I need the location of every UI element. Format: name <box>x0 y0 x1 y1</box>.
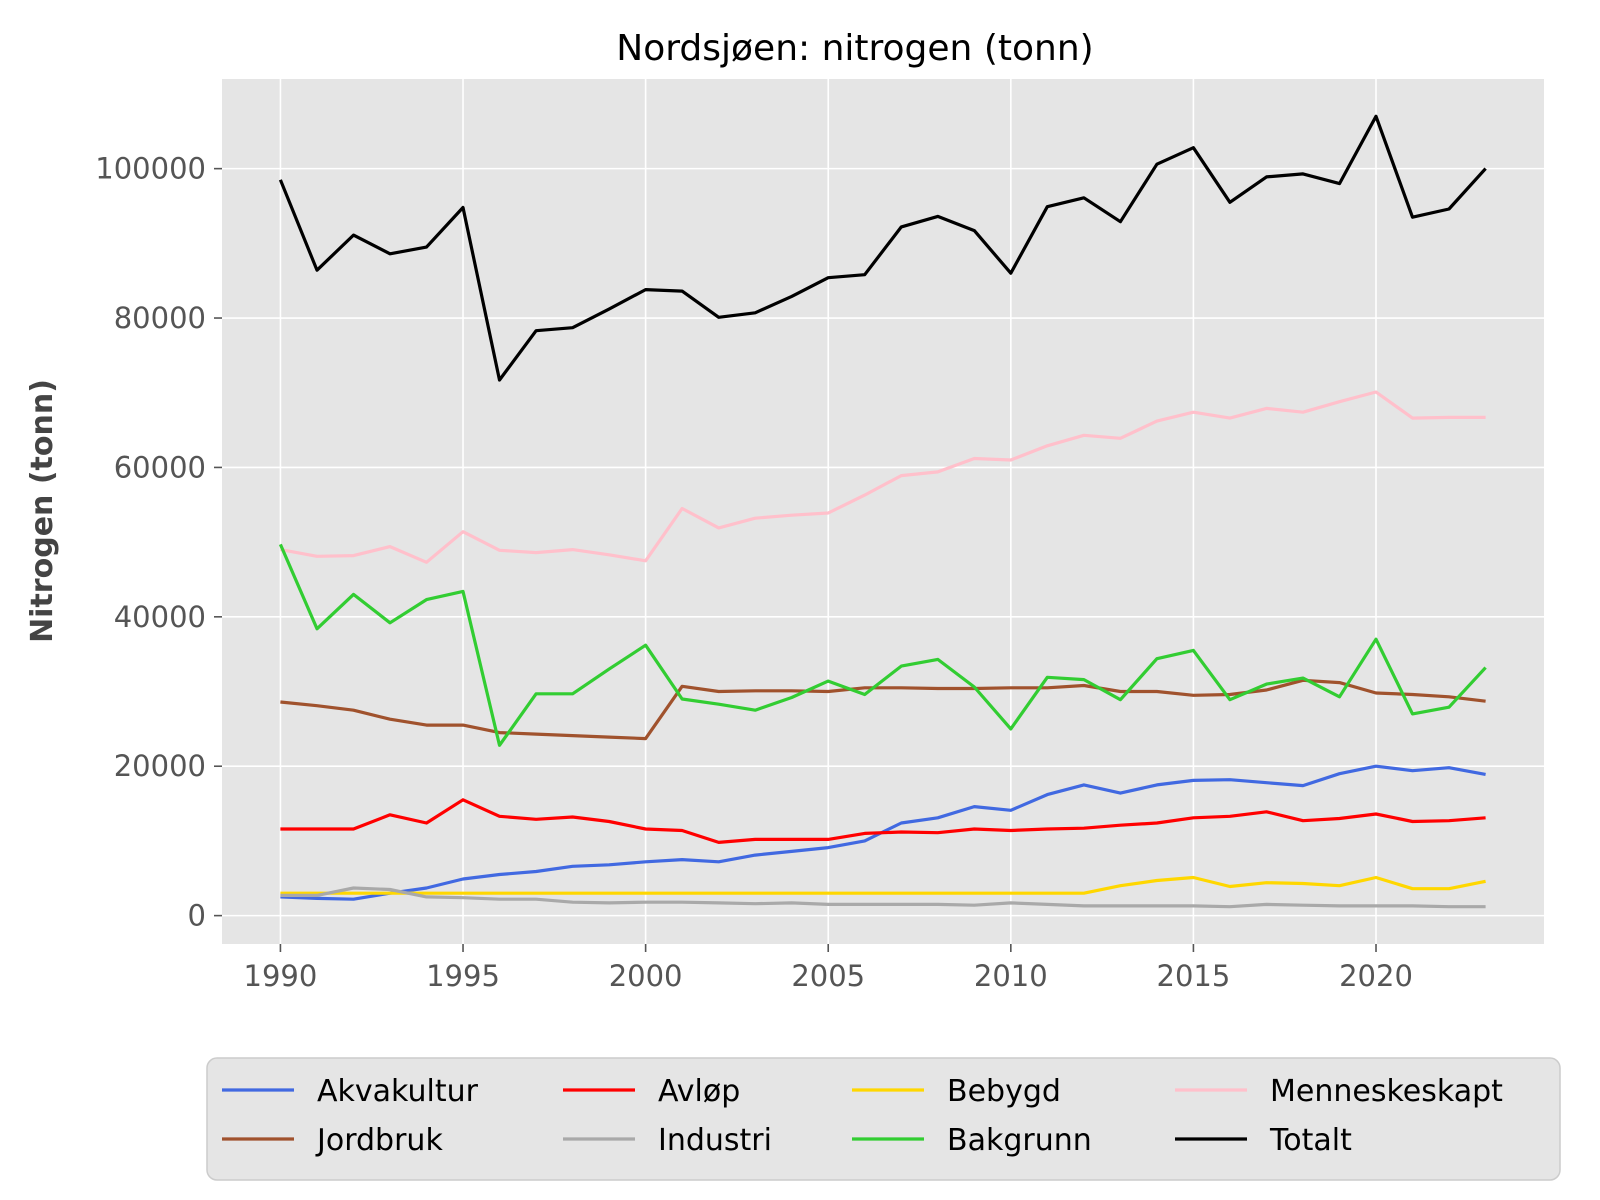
legend: Akvakultur Avløp Bebygd Menneskeskapt Jordbr… <box>222 1074 1503 1158</box>
legend-label-menneskeskapt: Menneskeskapt <box>1270 1074 1503 1109</box>
y-tick-label: 0 <box>188 899 206 933</box>
x-axis-ticks: 1990 1995 2000 2005 2010 2015 2020 <box>244 944 1413 993</box>
legend-label-avl-p: Avløp <box>658 1074 740 1109</box>
series-lines <box>278 114 1487 909</box>
series-line-totalt <box>278 114 1487 382</box>
y-tick-label: 60000 <box>114 450 206 484</box>
series-line-jordbruk <box>280 678 1486 741</box>
y-tick-label: 40000 <box>114 600 206 634</box>
series-line-industri <box>280 886 1486 909</box>
series-line-bebygd <box>280 875 1486 895</box>
x-tick-label: 1995 <box>426 959 500 993</box>
x-tick-label: 1990 <box>244 959 318 993</box>
x-tick-label: 2015 <box>1157 959 1231 993</box>
legend-label-akvakultur: Akvakultur <box>317 1074 479 1109</box>
series-line-menneskeskapt <box>280 390 1486 564</box>
legend-label-jordbruk: Jordbruk <box>315 1123 443 1158</box>
legend-label-totalt: Totalt <box>1269 1123 1352 1158</box>
x-tick-label: 2005 <box>791 959 865 993</box>
x-tick-label: 2020 <box>1339 959 1413 993</box>
legend-label-bebygd: Bebygd <box>947 1074 1061 1109</box>
y-axis-label: Nitrogen (tonn) <box>25 379 60 643</box>
series-line-bakgrunn <box>278 543 1487 747</box>
x-tick-label: 2000 <box>609 959 683 993</box>
y-axis-ticks: 0 20000 40000 60000 80000 100000 <box>95 152 222 933</box>
plot-area <box>222 79 1544 944</box>
legend-label-bakgrunn: Bakgrunn <box>947 1123 1092 1158</box>
x-tick-label: 2010 <box>974 959 1048 993</box>
grid-lines <box>222 79 1544 944</box>
y-tick-label: 80000 <box>114 301 206 335</box>
series-line-avl-p <box>280 798 1486 845</box>
y-tick-label: 20000 <box>114 749 206 783</box>
legend-label-industri: Industri <box>658 1123 772 1158</box>
y-tick-label: 100000 <box>95 152 206 186</box>
chart-title: Nordsjøen: nitrogen (tonn) <box>616 28 1093 69</box>
